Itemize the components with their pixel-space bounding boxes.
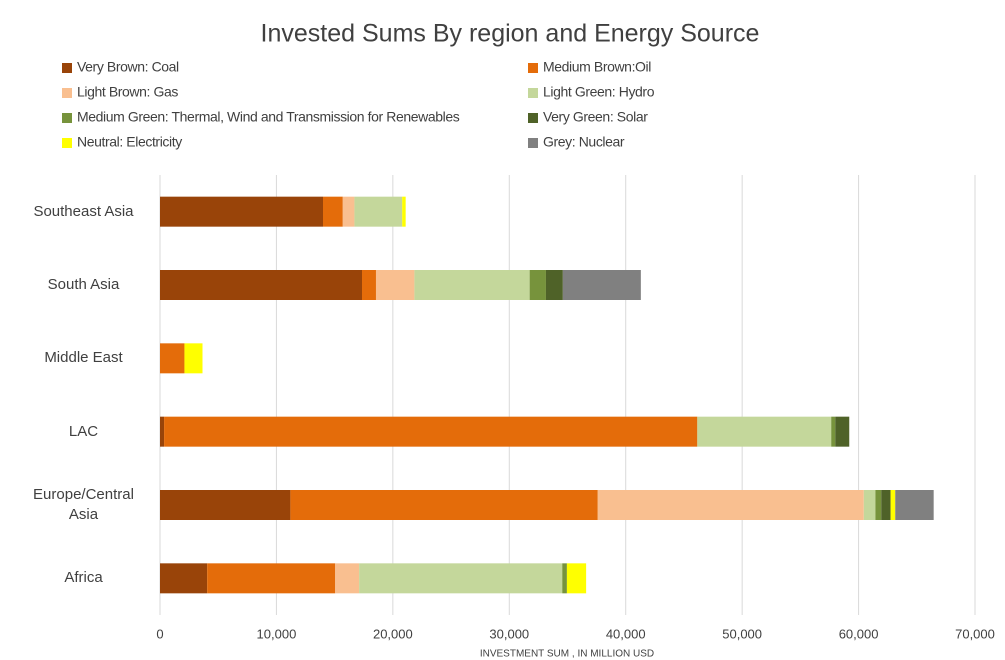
legend-swatch	[62, 63, 72, 73]
chart-title: Invested Sums By region and Energy Sourc…	[261, 20, 760, 48]
bar-segment	[881, 490, 891, 520]
legend-label: Light Green: Hydro	[543, 84, 655, 100]
legend-swatch	[62, 88, 72, 98]
bar-segment	[323, 196, 343, 227]
bar-segment	[160, 416, 165, 447]
bar-segment	[890, 490, 896, 520]
bar-segment	[414, 270, 530, 300]
x-tick-label: 50,000	[722, 626, 762, 641]
legend-swatch	[528, 138, 538, 148]
legend-label: Medium Brown:Oil	[543, 59, 651, 75]
bar-segment	[375, 270, 415, 300]
x-tick-label: 60,000	[839, 626, 879, 641]
bar-segment	[184, 343, 203, 374]
bar-segment	[164, 416, 698, 447]
bar-segment	[359, 563, 563, 594]
bar-segment	[160, 270, 363, 300]
bar-segment	[402, 196, 406, 227]
bar-segment	[697, 416, 832, 447]
x-tick-label: 70,000	[955, 626, 995, 641]
x-tick-label: 40,000	[606, 626, 646, 641]
bar-segment	[354, 196, 403, 227]
legend-label: Medium Green: Thermal, Wind and Transmis…	[77, 109, 460, 125]
legend-label: Grey: Nuclear	[543, 134, 625, 150]
legend-swatch	[528, 88, 538, 98]
bar-segment	[207, 563, 336, 594]
bar-segment	[160, 490, 291, 520]
bar-segment	[597, 490, 864, 520]
bar-segment	[362, 270, 376, 300]
bar-segment	[863, 490, 876, 520]
bar-segment	[835, 416, 850, 447]
bar-segment	[875, 490, 882, 520]
bar-segment	[566, 563, 587, 594]
legend-label: Light Brown: Gas	[77, 84, 178, 100]
legend-label: Very Brown: Coal	[77, 59, 179, 75]
x-tick-label: 10,000	[257, 626, 297, 641]
legend-swatch	[62, 138, 72, 148]
legend-swatch	[528, 113, 538, 123]
legend-swatch	[62, 113, 72, 123]
bar-segment	[335, 563, 360, 594]
y-tick-label: LAC	[68, 422, 99, 440]
bar-segment	[545, 270, 563, 300]
y-tick-label: Southeast Asia	[33, 202, 134, 220]
x-axis-label: INVESTMENT SUM , IN MILLION USD	[480, 649, 654, 660]
bar-segment	[895, 490, 934, 520]
bar-segment	[342, 196, 355, 227]
bar-segment	[562, 563, 567, 594]
x-tick-label: 0	[156, 626, 163, 641]
x-tick-label: 20,000	[373, 626, 413, 641]
bar-segment	[290, 490, 598, 520]
legend-label: Very Green: Solar	[543, 109, 648, 125]
bar-segment	[160, 343, 185, 374]
legend-label: Neutral: Electricity	[77, 134, 182, 150]
legend-swatch	[528, 63, 538, 73]
x-tick-label: 30,000	[489, 626, 529, 641]
bar-segment	[529, 270, 546, 300]
y-tick-label: Europe/Central Asia	[33, 486, 134, 523]
y-tick-label: Africa	[64, 569, 103, 587]
y-tick-label: South Asia	[47, 276, 120, 293]
bar-segment	[831, 416, 836, 447]
bar-segment	[160, 563, 208, 594]
bar-segment	[160, 196, 323, 227]
bar-segment	[562, 270, 641, 300]
y-tick-label: Middle East	[44, 349, 123, 367]
